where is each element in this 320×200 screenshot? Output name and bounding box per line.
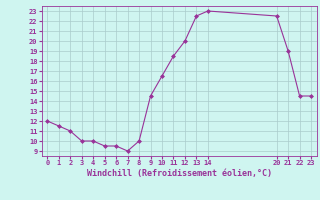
X-axis label: Windchill (Refroidissement éolien,°C): Windchill (Refroidissement éolien,°C) [87,169,272,178]
